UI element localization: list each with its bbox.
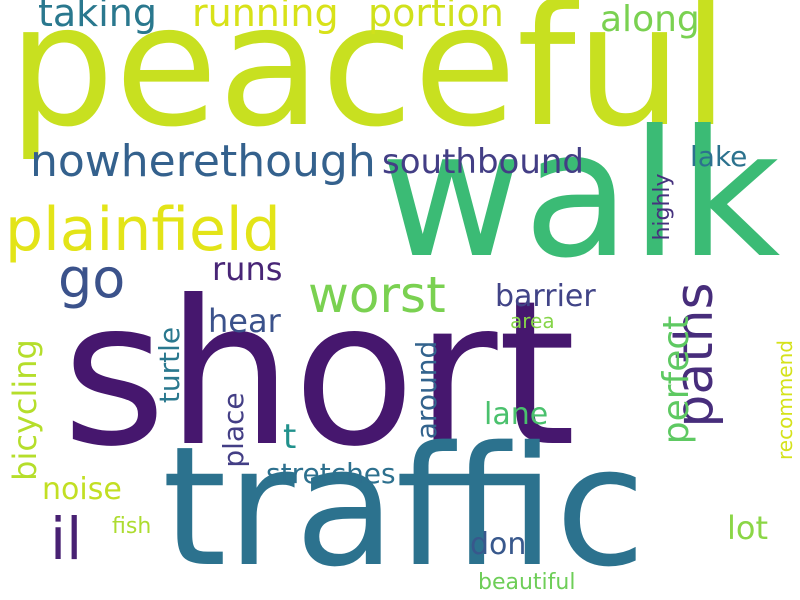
word-nowherethough: nowherethough [30,136,376,187]
word-along: along [600,0,700,40]
word-perfect: perfect [656,315,697,445]
word-stretches: stretches [266,457,396,490]
word-t: t [283,417,297,457]
word-lot: lot [727,509,769,547]
word-barrier: barrier [495,279,596,314]
word-around: around [410,340,443,440]
word-highly: highly [650,173,675,241]
word-turtle: turtle [153,326,186,404]
word-recommend: recommend [773,340,797,460]
word-place: place [217,392,250,468]
word-don: don [470,527,527,562]
word-lake: lake [690,140,748,173]
word-il: il [50,505,83,573]
word-taking: taking [38,0,157,35]
word-runs: runs [212,250,283,288]
word-go: go [58,247,126,310]
word-southbound: southbound [382,142,585,182]
word-running: running [192,0,339,35]
word-beautiful: beautiful [478,570,576,595]
word-traffic: traffic [162,411,646,600]
word-portion: portion [368,0,504,35]
word-walk: walk [380,94,781,297]
word-fish: fish [112,514,152,539]
word-worst: worst [308,266,446,324]
word-area: area [510,309,555,333]
word-plainfield: plainfield [5,195,281,265]
word-hear: hear [208,302,281,340]
word-peaceful: peaceful [8,0,729,164]
word-noise: noise [42,472,122,507]
word-short: short [62,258,576,491]
word-lane: lane [484,397,549,432]
word-bicycling: bicycling [6,339,44,481]
